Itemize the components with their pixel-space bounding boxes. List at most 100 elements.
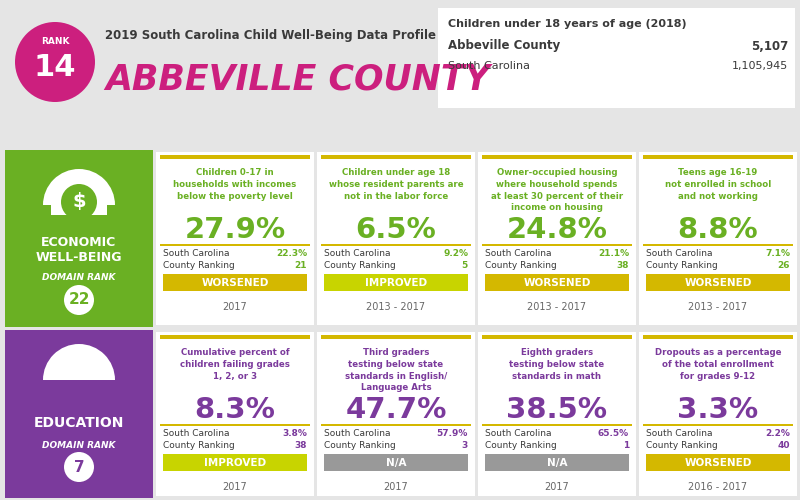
Text: 65.5%: 65.5% <box>598 430 629 438</box>
Bar <box>317 152 475 325</box>
Bar <box>156 152 314 325</box>
Polygon shape <box>59 352 99 372</box>
Text: N/A: N/A <box>386 458 406 468</box>
Text: Owner-occupied housing
where household spends
at least 30 percent of their
incom: Owner-occupied housing where household s… <box>491 168 623 212</box>
Bar <box>482 155 632 159</box>
Bar <box>163 274 307 291</box>
Text: South Carolina: South Carolina <box>163 250 230 258</box>
Bar <box>51 195 107 215</box>
Text: South Carolina: South Carolina <box>324 250 390 258</box>
Text: South Carolina: South Carolina <box>324 430 390 438</box>
Bar <box>324 274 468 291</box>
Bar <box>482 424 632 426</box>
Text: WORSENED: WORSENED <box>523 278 590 288</box>
Bar <box>5 330 153 498</box>
Text: South Carolina: South Carolina <box>485 250 551 258</box>
Bar <box>639 332 797 496</box>
Text: WORSENED: WORSENED <box>202 278 269 288</box>
Text: County Ranking: County Ranking <box>485 440 557 450</box>
Text: DOMAIN RANK: DOMAIN RANK <box>42 440 116 450</box>
Text: $: $ <box>72 192 86 212</box>
Text: 2013 - 2017: 2013 - 2017 <box>366 302 426 312</box>
Text: 2017: 2017 <box>384 482 408 492</box>
Text: Teens age 16-19
not enrolled in school
and not working: Teens age 16-19 not enrolled in school a… <box>665 168 771 200</box>
Bar <box>163 454 307 471</box>
Bar <box>0 0 800 150</box>
Circle shape <box>61 184 97 220</box>
Bar <box>643 155 793 159</box>
Bar <box>160 244 310 246</box>
Circle shape <box>64 285 94 315</box>
Text: 8.3%: 8.3% <box>194 396 275 424</box>
Text: County Ranking: County Ranking <box>646 440 718 450</box>
Text: 38: 38 <box>617 260 629 270</box>
Text: Third graders
testing below state
standards in English/
Language Arts: Third graders testing below state standa… <box>345 348 447 393</box>
Bar <box>156 332 314 496</box>
Bar <box>643 335 793 339</box>
Text: South Carolina: South Carolina <box>646 250 713 258</box>
Text: County Ranking: County Ranking <box>324 440 396 450</box>
Text: County Ranking: County Ranking <box>163 260 234 270</box>
Bar <box>485 454 629 471</box>
Bar <box>478 332 636 496</box>
Text: County Ranking: County Ranking <box>646 260 718 270</box>
Text: 27.9%: 27.9% <box>185 216 286 244</box>
Text: 2019 South Carolina Child Well-Being Data Profile: 2019 South Carolina Child Well-Being Dat… <box>105 28 436 42</box>
Bar <box>482 335 632 339</box>
Text: 40: 40 <box>778 440 790 450</box>
Text: 2013 - 2017: 2013 - 2017 <box>527 302 586 312</box>
Bar <box>43 380 115 416</box>
Bar <box>643 424 793 426</box>
Text: 26: 26 <box>778 260 790 270</box>
Text: RANK: RANK <box>41 38 70 46</box>
Text: South Carolina: South Carolina <box>448 61 530 71</box>
Bar <box>639 152 797 325</box>
Text: 5,107: 5,107 <box>750 40 788 52</box>
Text: 57.9%: 57.9% <box>437 430 468 438</box>
Circle shape <box>80 362 86 368</box>
Text: 1,105,945: 1,105,945 <box>732 61 788 71</box>
Bar <box>643 244 793 246</box>
Text: EDUCATION: EDUCATION <box>34 416 124 430</box>
Text: 22.3%: 22.3% <box>276 250 307 258</box>
Bar <box>438 8 795 108</box>
Bar <box>321 244 471 246</box>
Bar <box>321 424 471 426</box>
Text: 2013 - 2017: 2013 - 2017 <box>689 302 747 312</box>
Text: WORSENED: WORSENED <box>684 458 752 468</box>
Text: South Carolina: South Carolina <box>485 430 551 438</box>
Text: South Carolina: South Carolina <box>646 430 713 438</box>
Text: County Ranking: County Ranking <box>163 440 234 450</box>
Text: Eighth graders
testing below state
standards in math: Eighth graders testing below state stand… <box>510 348 605 380</box>
Text: Dropouts as a percentage
of the total enrollment
for grades 9-12: Dropouts as a percentage of the total en… <box>654 348 782 380</box>
Text: South Carolina: South Carolina <box>163 430 230 438</box>
Text: Abbeville County: Abbeville County <box>448 40 560 52</box>
Circle shape <box>15 22 95 102</box>
Text: 21: 21 <box>294 260 307 270</box>
Text: 5: 5 <box>462 260 468 270</box>
Text: N/A: N/A <box>546 458 567 468</box>
Circle shape <box>64 452 94 482</box>
Text: Cumulative percent of
children failing grades
1, 2, or 3: Cumulative percent of children failing g… <box>180 348 290 380</box>
Bar <box>160 155 310 159</box>
Text: 2017: 2017 <box>222 482 247 492</box>
Text: 14: 14 <box>34 54 76 82</box>
Text: 24.8%: 24.8% <box>506 216 607 244</box>
Bar <box>321 335 471 339</box>
Bar <box>485 274 629 291</box>
Text: County Ranking: County Ranking <box>485 260 557 270</box>
Text: 7: 7 <box>74 460 84 474</box>
Text: 22: 22 <box>68 292 90 308</box>
Text: 3.3%: 3.3% <box>678 396 758 424</box>
Text: WORSENED: WORSENED <box>684 278 752 288</box>
Text: 2017: 2017 <box>222 302 247 312</box>
Bar <box>57 360 101 374</box>
Bar <box>317 332 475 496</box>
Text: 38.5%: 38.5% <box>506 396 607 424</box>
Text: 38: 38 <box>294 440 307 450</box>
Bar <box>646 454 790 471</box>
Text: County Ranking: County Ranking <box>324 260 396 270</box>
Text: 6.5%: 6.5% <box>356 216 436 244</box>
Text: Children under 18 years of age (2018): Children under 18 years of age (2018) <box>448 19 686 29</box>
Bar <box>43 205 115 241</box>
